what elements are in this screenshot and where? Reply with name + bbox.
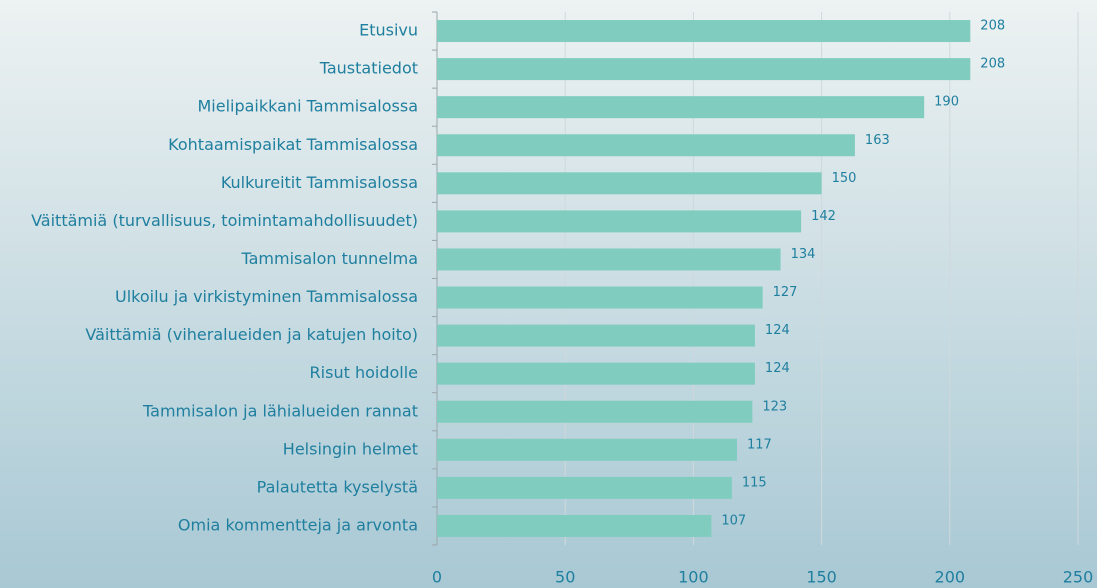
value-label: 123 bbox=[762, 399, 787, 414]
x-tick-label: 50 bbox=[555, 568, 575, 587]
y-tick-label: Tammisalon ja lähialueiden rannat bbox=[142, 401, 418, 420]
bar bbox=[437, 248, 781, 271]
bar bbox=[437, 210, 802, 233]
bar bbox=[437, 96, 925, 119]
y-tick-label: Väittämiä (turvallisuus, toimintamahdoll… bbox=[31, 211, 418, 230]
bar bbox=[437, 400, 753, 423]
bar bbox=[437, 362, 755, 385]
bar bbox=[437, 286, 763, 309]
y-tick-label: Ulkoilu ja virkistyminen Tammisalossa bbox=[115, 287, 418, 306]
y-tick-label: Kohtaamispaikat Tammisalossa bbox=[168, 135, 418, 154]
x-tick-label: 0 bbox=[432, 568, 442, 587]
y-tick-label: Väittämiä (viheralueiden ja katujen hoit… bbox=[85, 325, 418, 344]
bar bbox=[437, 324, 755, 347]
bar bbox=[437, 58, 971, 81]
value-label: 115 bbox=[742, 475, 767, 490]
value-label: 163 bbox=[865, 133, 890, 148]
value-label: 142 bbox=[811, 209, 836, 224]
bar bbox=[437, 172, 822, 195]
bar bbox=[437, 514, 712, 537]
y-tick-label: Palautetta kyselystä bbox=[257, 477, 418, 496]
value-label: 117 bbox=[747, 437, 772, 452]
bar bbox=[437, 134, 855, 157]
y-tick-label: Etusivu bbox=[359, 21, 418, 40]
value-label: 124 bbox=[765, 361, 790, 376]
y-tick-label: Kulkureitit Tammisalossa bbox=[221, 173, 418, 192]
x-tick-label: 150 bbox=[806, 568, 837, 587]
value-label: 124 bbox=[765, 323, 790, 338]
value-label: 208 bbox=[980, 19, 1005, 34]
y-tick-label: Mielipaikkani Tammisalossa bbox=[197, 97, 418, 116]
bar bbox=[437, 476, 732, 499]
x-tick-label: 200 bbox=[935, 568, 966, 587]
y-tick-label: Risut hoidolle bbox=[310, 363, 418, 382]
value-label: 134 bbox=[791, 247, 816, 262]
value-label: 107 bbox=[721, 513, 746, 528]
bar bbox=[437, 20, 971, 43]
value-label: 127 bbox=[773, 285, 798, 300]
bar bbox=[437, 438, 737, 461]
y-tick-label: Omia kommentteja ja arvonta bbox=[178, 515, 418, 534]
y-tick-label: Helsingin helmet bbox=[283, 439, 418, 458]
y-tick-label: Tammisalon tunnelma bbox=[240, 249, 418, 268]
value-label: 190 bbox=[934, 95, 959, 110]
value-label: 150 bbox=[832, 171, 857, 186]
value-label: 208 bbox=[980, 57, 1005, 72]
x-tick-label: 100 bbox=[678, 568, 709, 587]
x-tick-label: 250 bbox=[1063, 568, 1094, 587]
y-tick-label: Taustatiedot bbox=[319, 59, 418, 78]
